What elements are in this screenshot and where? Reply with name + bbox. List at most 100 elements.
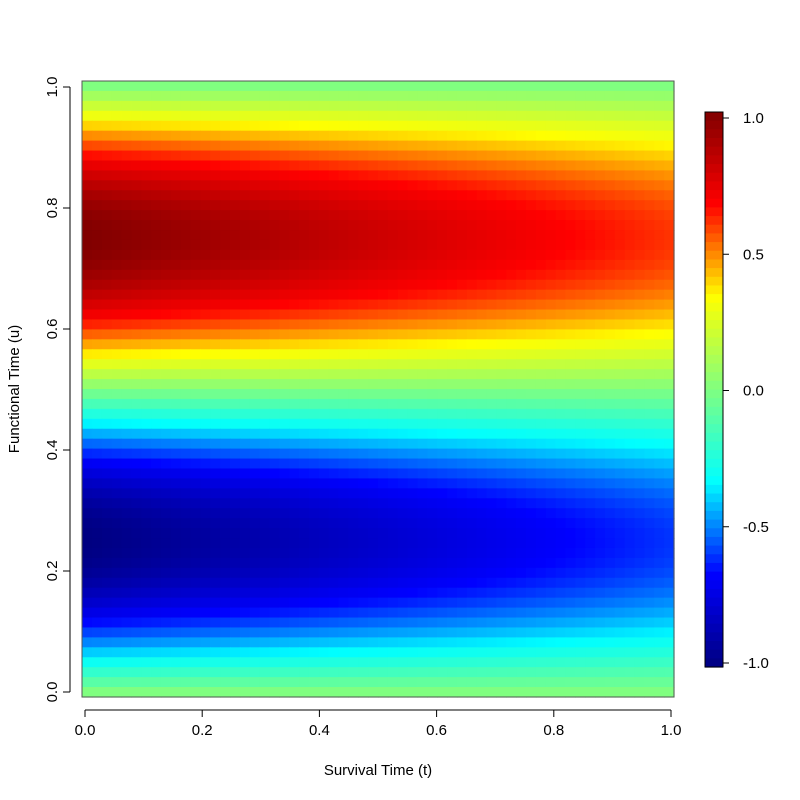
heatmap-cell xyxy=(476,230,488,241)
heatmap-cell xyxy=(328,150,340,162)
heatmap-cell xyxy=(230,468,241,480)
heatmap-cell xyxy=(614,448,626,460)
heatmap-cell xyxy=(368,150,379,162)
heatmap-cell xyxy=(279,478,290,489)
heatmap-cell xyxy=(476,269,488,281)
heatmap-cell xyxy=(131,448,142,460)
heatmap-cell xyxy=(289,220,300,231)
heatmap-cell xyxy=(604,448,616,460)
heatmap-cell xyxy=(160,538,172,549)
heatmap-cell xyxy=(239,518,251,529)
heatmap-cell xyxy=(111,279,123,291)
heatmap-cell xyxy=(378,259,389,271)
heatmap-cell xyxy=(348,180,359,191)
heatmap-cell xyxy=(259,110,271,122)
heatmap-cell xyxy=(200,220,211,231)
heatmap-cell xyxy=(279,408,290,420)
heatmap-cell xyxy=(545,508,557,519)
heatmap-cell xyxy=(82,597,93,609)
heatmap-cell xyxy=(545,647,557,658)
heatmap-cell xyxy=(634,498,645,509)
heatmap-cell xyxy=(131,677,142,688)
heatmap-cell xyxy=(249,329,261,340)
heatmap-cell xyxy=(358,627,369,638)
heatmap-cell xyxy=(654,239,665,251)
heatmap-cell xyxy=(200,637,211,648)
heatmap-cell xyxy=(121,448,132,460)
heatmap-cell xyxy=(190,230,201,241)
heatmap-cell xyxy=(476,687,488,698)
heatmap-cell xyxy=(516,259,527,271)
heatmap-cell xyxy=(358,667,369,678)
heatmap-cell xyxy=(575,577,586,589)
heatmap-cell xyxy=(516,359,527,370)
heatmap-cell xyxy=(220,607,231,619)
heatmap-cell xyxy=(575,448,586,460)
heatmap-cell xyxy=(565,667,576,678)
heatmap-cell xyxy=(259,637,271,648)
heatmap-cell xyxy=(220,597,231,609)
heatmap-cell xyxy=(91,488,103,499)
heatmap-cell xyxy=(82,398,93,410)
heatmap-cell xyxy=(526,557,537,569)
heatmap-cell xyxy=(595,607,606,619)
heatmap-cell xyxy=(160,677,172,688)
heatmap-cell xyxy=(604,637,616,648)
heatmap-cell xyxy=(654,557,665,569)
heatmap-cell xyxy=(486,418,497,430)
heatmap-cell xyxy=(101,528,113,539)
heatmap-cell xyxy=(604,170,616,181)
heatmap-cell xyxy=(230,190,241,201)
heatmap-cell xyxy=(101,577,113,589)
heatmap-cell xyxy=(180,81,192,92)
heatmap-cell xyxy=(111,359,123,370)
heatmap-cell xyxy=(575,557,586,569)
colorbar: 1.00.50.0-0.5-1.0 xyxy=(704,110,769,672)
heatmap-cell xyxy=(348,538,359,549)
heatmap-cell xyxy=(664,448,675,460)
heatmap-cell xyxy=(200,289,211,301)
heatmap-cell xyxy=(180,468,192,480)
colorbar-swatch xyxy=(705,328,723,339)
heatmap-cell xyxy=(318,617,330,629)
heatmap-cell xyxy=(387,468,399,480)
heatmap-cell xyxy=(634,438,645,450)
heatmap-cell xyxy=(289,647,300,658)
heatmap-cell xyxy=(220,518,231,529)
heatmap-cell xyxy=(456,687,468,698)
heatmap-cell xyxy=(516,150,527,162)
heatmap-cell xyxy=(664,180,675,191)
heatmap-cell xyxy=(407,130,419,142)
heatmap-cell xyxy=(210,637,221,648)
heatmap-cell xyxy=(249,468,261,480)
heatmap-cell xyxy=(239,220,251,231)
heatmap-cell xyxy=(624,369,636,380)
heatmap-cell xyxy=(249,647,261,658)
heatmap-cell xyxy=(249,230,261,241)
heatmap-cell xyxy=(664,259,675,271)
heatmap-cell xyxy=(210,239,221,251)
heatmap-cell xyxy=(644,160,655,172)
heatmap-cell xyxy=(82,279,93,291)
heatmap-cell xyxy=(328,508,340,519)
heatmap-cell xyxy=(121,190,132,201)
heatmap-cell xyxy=(526,478,537,489)
heatmap-cell xyxy=(358,478,369,489)
colorbar-swatch xyxy=(705,207,723,217)
heatmap-cell xyxy=(565,150,576,162)
heatmap-cell xyxy=(82,110,93,122)
heatmap-cell xyxy=(308,170,320,181)
heatmap-cell xyxy=(545,478,557,489)
heatmap-cell xyxy=(121,100,132,112)
heatmap-cell xyxy=(269,617,280,629)
heatmap-cell xyxy=(535,448,547,460)
heatmap-cell xyxy=(496,577,507,589)
heatmap-cell xyxy=(585,299,596,311)
heatmap-cell xyxy=(575,170,586,181)
heatmap-cell xyxy=(348,617,359,629)
heatmap-cell xyxy=(634,468,645,480)
heatmap-cell xyxy=(289,120,300,132)
heatmap-cell xyxy=(210,269,221,281)
heatmap-cell xyxy=(111,329,123,340)
heatmap-cell xyxy=(456,607,468,619)
